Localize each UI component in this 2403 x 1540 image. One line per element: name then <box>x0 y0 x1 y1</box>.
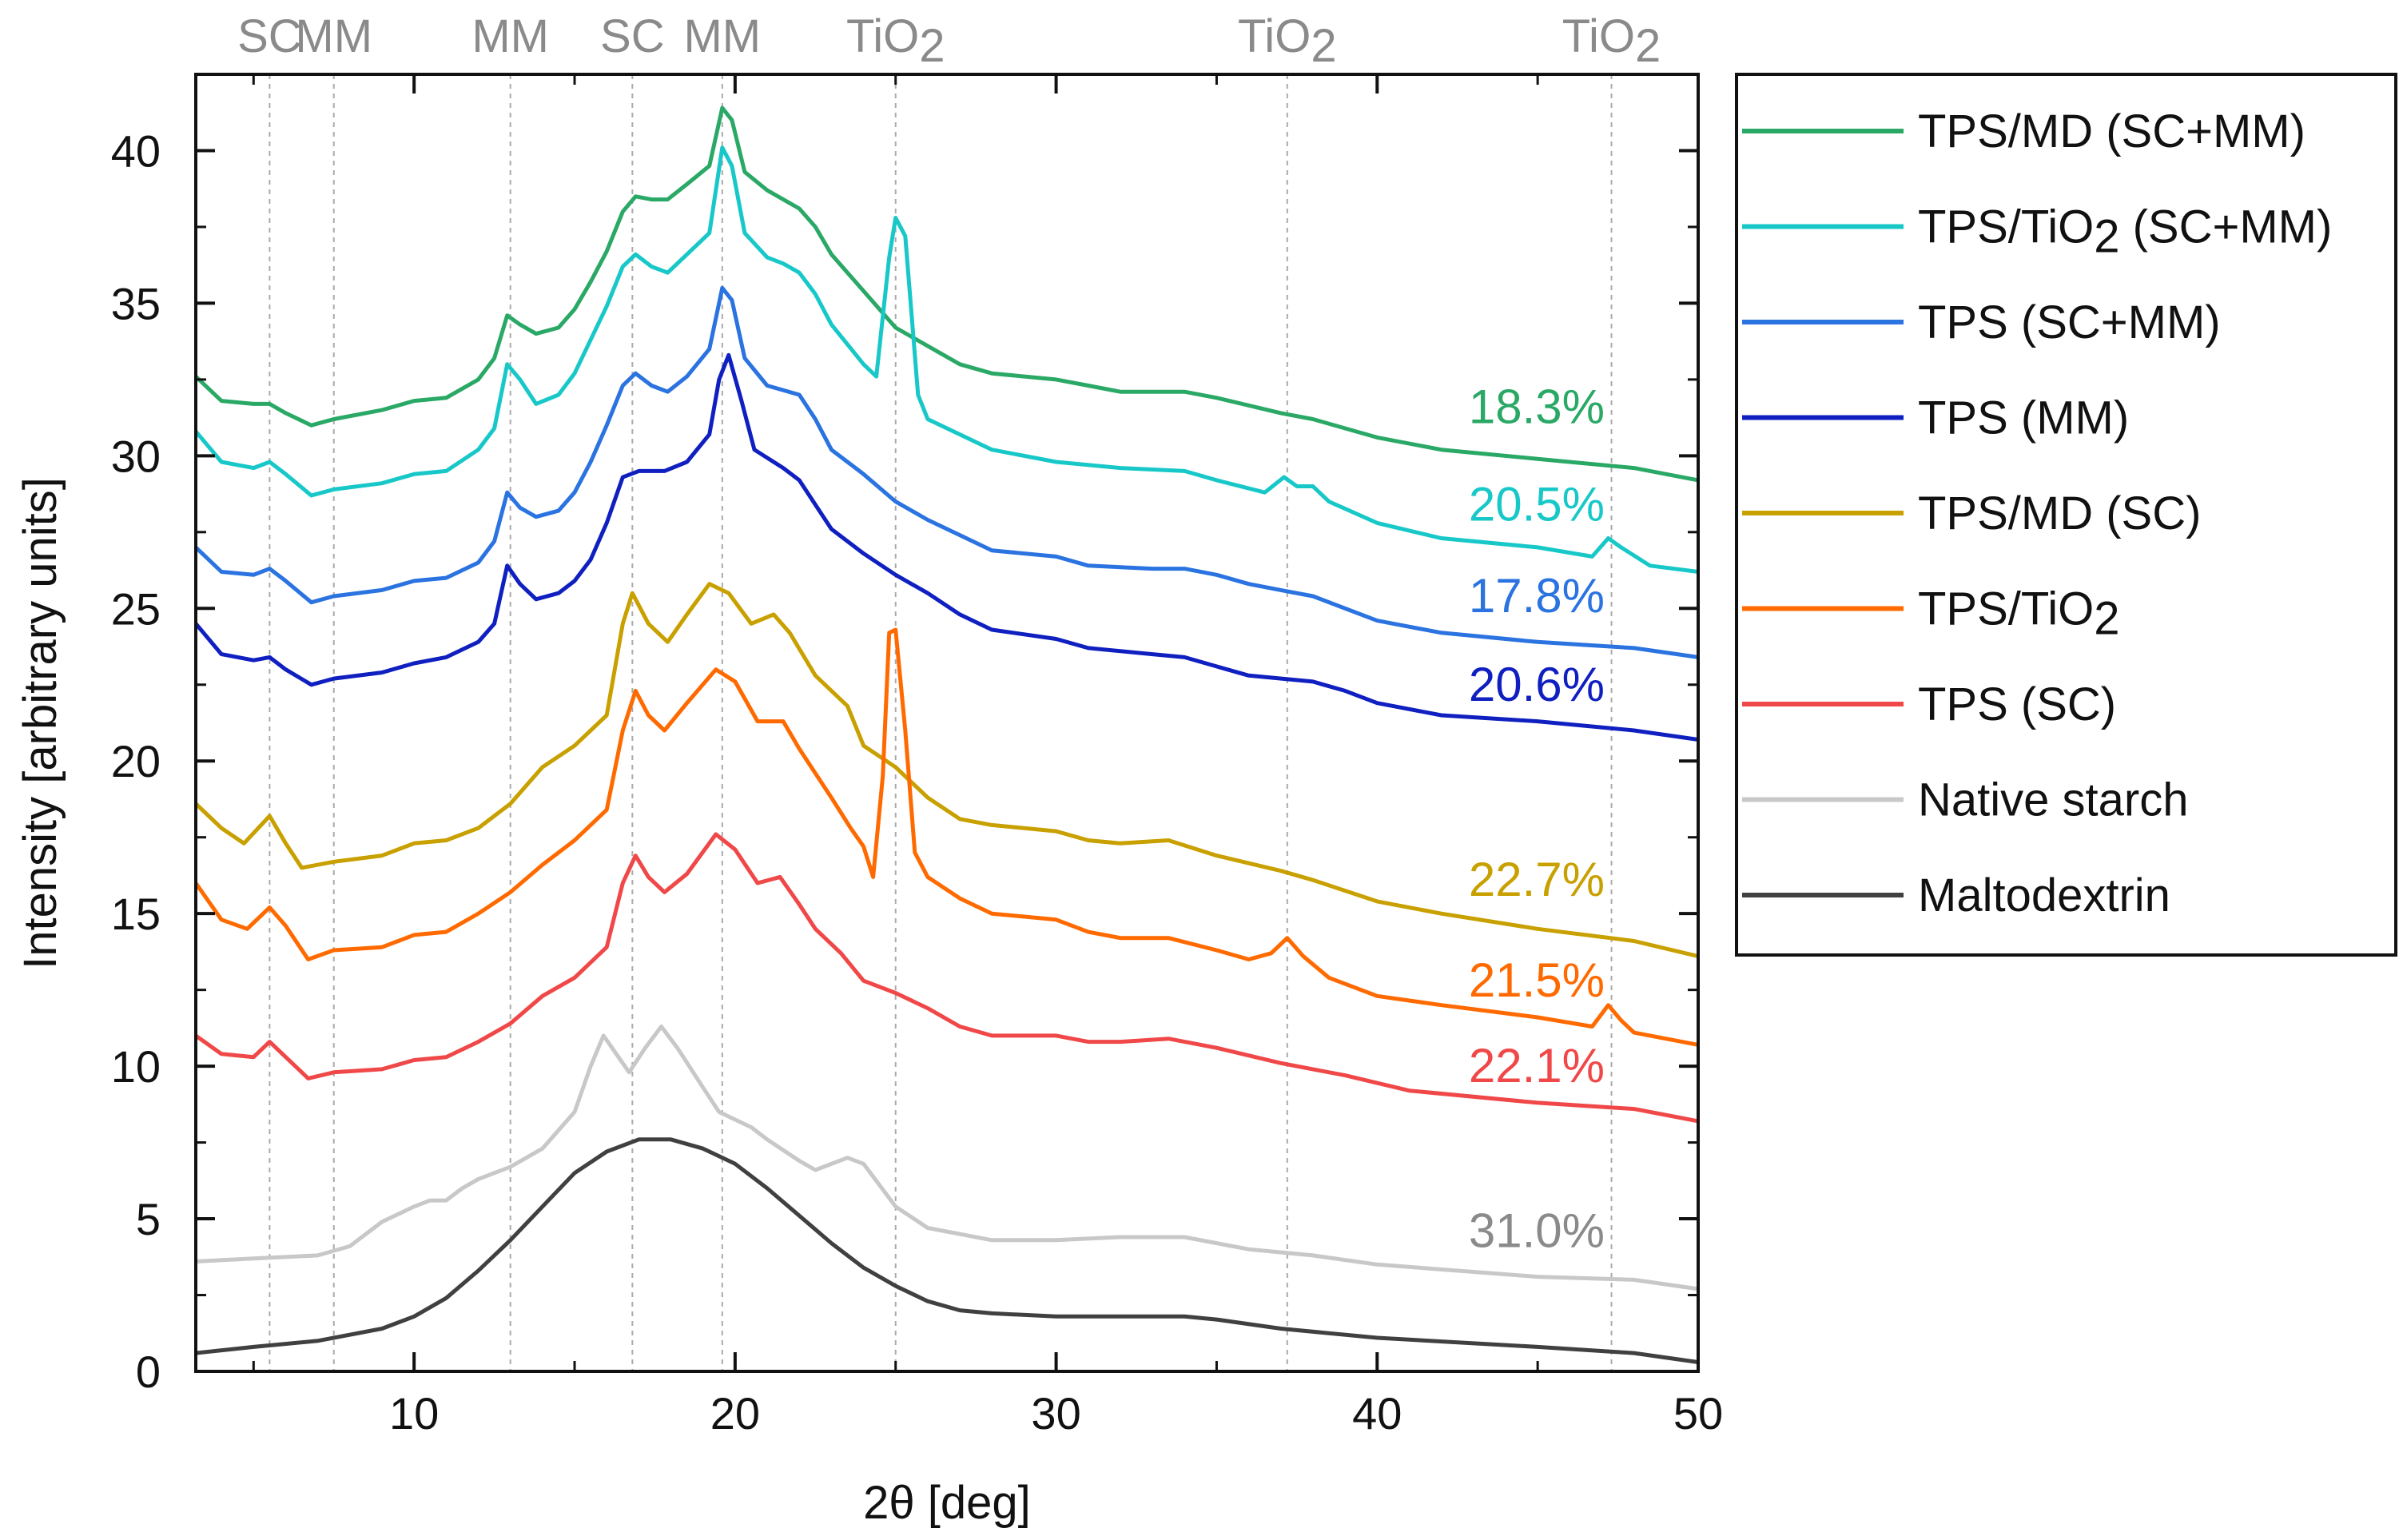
y-tick-label: 40 <box>111 125 161 176</box>
reference-label: SC <box>600 10 665 62</box>
reference-label: SC <box>237 10 302 62</box>
y-tick-label: 5 <box>136 1194 161 1244</box>
reference-label-text: MM <box>683 10 761 62</box>
reference-label: TiO2 <box>1238 10 1337 72</box>
y-tick-label: 30 <box>111 431 161 481</box>
legend-label-text: TPS/TiO <box>1918 583 2094 635</box>
series-line <box>195 1137 1699 1364</box>
x-tick-label: 40 <box>1352 1388 1402 1439</box>
x-axis-title: 2θ [deg] <box>863 1477 1031 1529</box>
reference-label: TiO2 <box>1562 10 1661 72</box>
crystallinity-label: 20.5% <box>1469 477 1605 531</box>
series-line <box>194 285 1699 659</box>
series-line <box>195 1025 1699 1291</box>
legend-label: TPS (MM) <box>1918 392 2129 444</box>
legend-label: TPS/TiO2 (SC+MM) <box>1918 201 2332 263</box>
series-group <box>193 105 1699 1364</box>
reference-label-subscript: 2 <box>919 20 945 72</box>
crystallinity-labels: 18.3% 20.5% 17.8% 20.6% 22.7% 21.5% 22.1% 31.0% <box>1469 380 1605 1257</box>
series-line <box>194 832 1699 1124</box>
series-line <box>194 145 1699 574</box>
reference-label-text: SC <box>600 10 665 62</box>
reference-label-text: TiO <box>1238 10 1311 62</box>
crystallinity-label: 22.7% <box>1469 853 1605 906</box>
series-line <box>193 627 1699 1047</box>
legend-label: TPS/MD (SC) <box>1918 487 2201 539</box>
y-tick-label: 0 <box>136 1347 161 1397</box>
reference-label-text: MM <box>295 10 372 62</box>
legend-label: TPS (SC) <box>1918 678 2116 730</box>
reference-label-text: TiO <box>846 10 919 62</box>
legend-label: TPS/MD (SC+MM) <box>1918 105 2306 157</box>
y-tick-label: 25 <box>111 583 161 634</box>
y-tick-label: 35 <box>111 278 161 328</box>
legend-label: TPS/TiO2 <box>1918 583 2119 645</box>
reference-label-subscript: 2 <box>1311 20 1336 72</box>
legend-label-text: TPS/MD (SC+MM) <box>1918 105 2306 157</box>
legend-label-text: Maltodextrin <box>1918 869 2170 921</box>
reference-label-subscript: 2 <box>1635 20 1661 72</box>
legend: TPS/MD (SC+MM)TPS/TiO2 (SC+MM)TPS (SC+MM… <box>1735 73 2397 957</box>
reference-label: TiO2 <box>846 10 945 72</box>
y-axis-title: Intensity [arbitrary units] <box>14 477 66 969</box>
legend-label: Native starch <box>1918 774 2188 826</box>
x-tick-label: 20 <box>710 1388 760 1439</box>
reference-label-text: SC <box>237 10 302 62</box>
plot-frame <box>194 73 1700 1373</box>
reference-label-text: MM <box>471 10 549 62</box>
legend-label: Maltodextrin <box>1918 869 2170 921</box>
legend-label-text: TPS/TiO <box>1918 201 2094 253</box>
series-line <box>194 105 1699 483</box>
reference-label: MM <box>295 10 372 62</box>
crystallinity-label: 18.3% <box>1469 380 1605 433</box>
series-line <box>194 582 1699 959</box>
legend-label-text: Native starch <box>1918 774 2188 826</box>
legend-label-tail: (SC+MM) <box>2119 201 2332 253</box>
crystallinity-label: 20.6% <box>1469 658 1605 711</box>
y-tick-label: 10 <box>111 1041 161 1092</box>
y-tick-label: 15 <box>111 889 161 939</box>
axis-ticks: 10 20 30 40 50 0 5 10 15 20 25 30 35 40 <box>111 74 1723 1439</box>
crystallinity-label: 31.0% <box>1469 1204 1605 1257</box>
reference-label-text: TiO <box>1562 10 1635 62</box>
crystallinity-label: 21.5% <box>1469 953 1605 1007</box>
legend-label-subscript: 2 <box>2094 211 2119 263</box>
legend-label-subscript: 2 <box>2094 593 2119 645</box>
legend-label-text: TPS (SC) <box>1918 678 2116 730</box>
reference-label: MM <box>471 10 549 62</box>
legend-label-text: TPS/MD (SC) <box>1918 487 2201 539</box>
x-tick-label: 30 <box>1031 1388 1080 1439</box>
y-tick-label: 20 <box>111 736 161 786</box>
legend-label-text: TPS (MM) <box>1918 392 2129 444</box>
crystallinity-label: 22.1% <box>1469 1039 1605 1092</box>
x-tick-label: 50 <box>1673 1388 1723 1439</box>
legend-label-text: TPS (SC+MM) <box>1918 296 2221 348</box>
x-tick-label: 10 <box>389 1388 439 1439</box>
reference-label: MM <box>683 10 761 62</box>
series-line <box>194 352 1699 742</box>
crystallinity-label: 17.8% <box>1469 569 1605 623</box>
legend-label: TPS (SC+MM) <box>1918 296 2221 348</box>
